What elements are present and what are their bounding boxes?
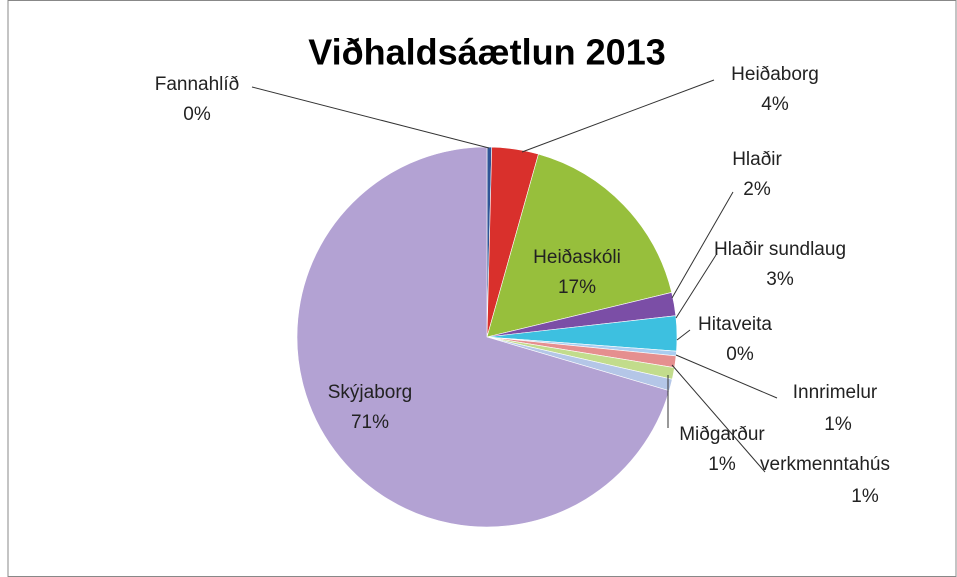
leader-line [675,354,778,399]
slice-value: 2% [743,179,771,200]
slice-label: Fannahlíð [155,74,240,95]
slice-value: 3% [766,269,794,290]
pie-slice [486,153,673,338]
slice-value: 1% [824,414,852,435]
leader-line [675,254,717,319]
slice-label: verkmenntahús [760,454,890,475]
slice-value: 0% [183,104,211,125]
slice-label: Skýjaborg [328,382,413,403]
slice-value: 1% [851,486,879,507]
slice-label: Innrimelur [793,382,878,403]
slice-value: 1% [708,454,736,475]
slice-value: 4% [761,94,789,115]
leader-line [676,329,691,341]
slice-label: Hitaveita [698,314,772,335]
slice-label: Miðgarður [679,424,765,445]
slice-label: Heiðaborg [731,64,819,85]
slice-label: Hlaðir [732,149,782,170]
chart-title: Viðhaldsáætlun 2013 [308,32,665,73]
leader-line [521,79,715,153]
leader-line [671,191,734,299]
slice-value: 17% [558,277,596,298]
leader-line [251,86,490,149]
pie-slice [296,146,670,528]
leader-line [671,364,766,473]
slice-label: Hlaðir sundlaug [714,239,846,260]
slice-label: Heiðaskóli [533,247,621,268]
slice-value: 71% [351,412,389,433]
slice-value: 0% [726,344,754,365]
